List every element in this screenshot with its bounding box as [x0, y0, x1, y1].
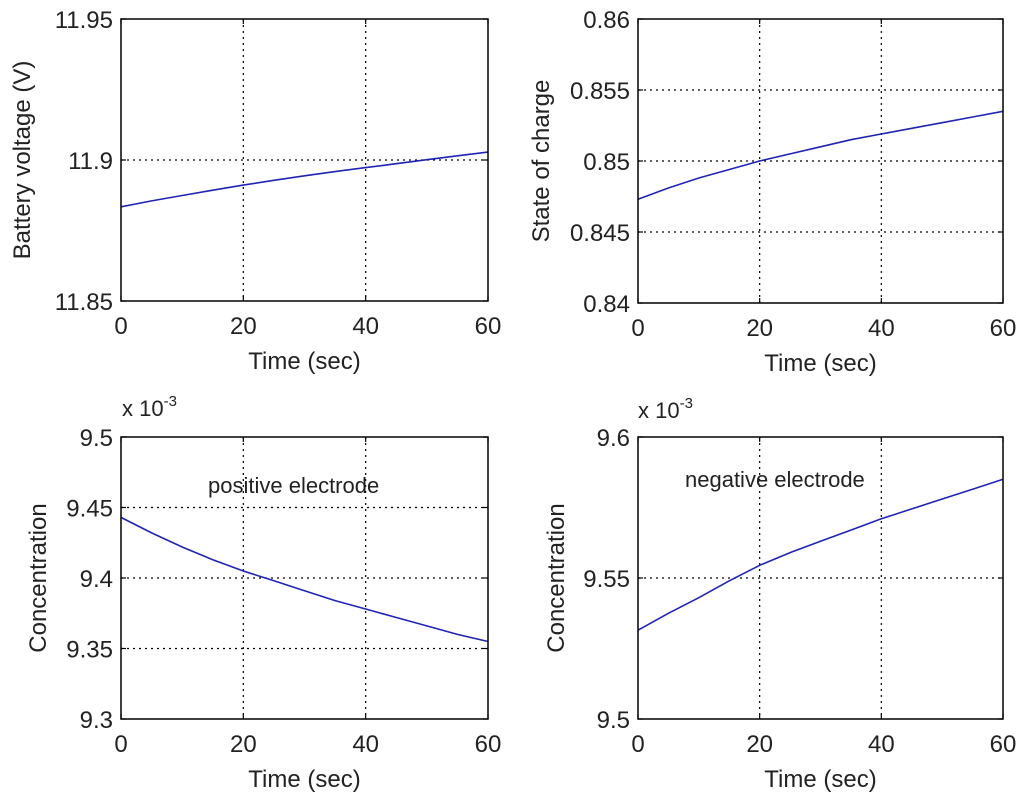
x-axis-label: Time (sec): [764, 766, 876, 793]
x-axis-label: Time (sec): [248, 348, 360, 375]
x-tick-label: 20: [746, 731, 773, 758]
x-tick-label: 40: [352, 731, 379, 758]
y-tick-label: 9.45: [66, 496, 113, 523]
x-tick-label: 20: [230, 313, 257, 340]
y-tick-label: 9.5: [80, 425, 113, 452]
grid: [638, 19, 1003, 303]
y-exponent-label: x 10-3: [122, 393, 177, 421]
x-tick-label: 40: [868, 731, 895, 758]
y-tick-label: 9.5: [597, 707, 630, 734]
x-tick-label: 0: [631, 731, 644, 758]
series-layer: [637, 478, 1004, 631]
series-line: [120, 516, 489, 643]
x-tick-label: 60: [475, 731, 502, 758]
grid: [121, 437, 488, 719]
x-tick-label: 20: [746, 315, 773, 342]
grid: [121, 19, 488, 301]
ticks: 0 20 40 60 11.85 11.9 11.95: [55, 7, 502, 340]
y-axis-label: Concentration: [543, 503, 570, 652]
y-tick-label: 9.35: [66, 637, 113, 664]
panel-state-of-charge: 0 20 40 60 0.84 0.845 0.85 0.855 0.86 Time (sec)…: [528, 7, 1016, 377]
y-tick-label: 0.845: [570, 220, 630, 247]
grid: [638, 437, 1003, 719]
x-tick-label: 60: [990, 315, 1017, 342]
y-tick-label: 9.6: [597, 425, 630, 452]
y-axis-label: Concentration: [25, 503, 52, 652]
y-tick-label: 11.9: [68, 148, 113, 175]
panel-battery-voltage: 0 20 40 60 11.85 11.9 11.95 Time (sec) Battery…: [9, 7, 501, 375]
ticks: 0 20 40 60 9.5 9.55 9.6: [583, 425, 1016, 758]
y-tick-label: 11.95: [55, 7, 113, 34]
x-axis-label: Time (sec): [248, 766, 360, 793]
series-layer: [637, 110, 1004, 201]
panel-positive-electrode: 0 20 40 60 9.3 9.35 9.4 9.45 9.5 Time (sec) Conc…: [25, 393, 501, 793]
y-axis-label: Battery voltage (V): [9, 61, 36, 260]
y-tick-label: 0.85: [583, 149, 630, 176]
series-layer: [120, 151, 489, 208]
panel-negative-electrode: 0 20 40 60 9.5 9.55 9.6 Time (sec) Concentrati…: [543, 395, 1016, 793]
series-layer: [120, 516, 489, 643]
y-exponent-label: x 10-3: [638, 395, 693, 423]
y-tick-label: 0.855: [570, 78, 630, 105]
annotation-label: negative electrode: [685, 467, 865, 492]
annotation-label: positive electrode: [208, 473, 379, 498]
x-tick-label: 40: [352, 313, 379, 340]
x-tick-label: 20: [230, 731, 257, 758]
x-tick-label: 0: [114, 313, 127, 340]
x-tick-label: 60: [475, 313, 502, 340]
series-line: [120, 151, 489, 208]
y-tick-label: 9.4: [80, 566, 113, 593]
y-tick-label: 9.3: [80, 707, 113, 734]
ticks: 0 20 40 60 9.3 9.35 9.4 9.45 9.5: [66, 425, 501, 758]
x-tick-label: 40: [868, 315, 895, 342]
x-axis-label: Time (sec): [764, 350, 876, 377]
y-axis-label: State of charge: [528, 80, 555, 243]
y-tick-label: 11.85: [55, 289, 113, 316]
x-tick-label: 60: [990, 731, 1017, 758]
y-tick-label: 9.55: [583, 566, 630, 593]
y-tick-label: 0.86: [583, 7, 630, 34]
series-line: [637, 478, 1004, 631]
x-tick-label: 0: [114, 731, 127, 758]
x-tick-label: 0: [631, 315, 644, 342]
ticks: 0 20 40 60 0.84 0.845 0.85 0.855 0.86: [570, 7, 1016, 342]
series-line: [637, 110, 1004, 201]
y-tick-label: 0.84: [583, 291, 630, 318]
